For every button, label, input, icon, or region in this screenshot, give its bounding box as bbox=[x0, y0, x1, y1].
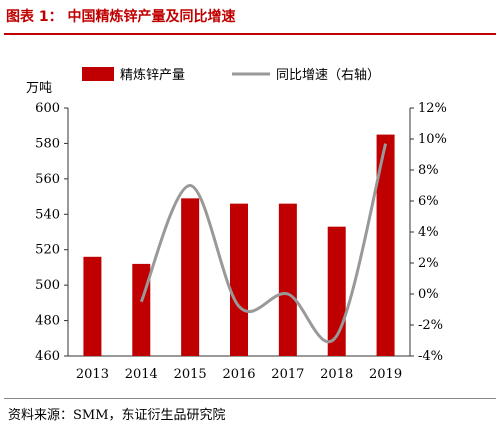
y2-tick-label: 6% bbox=[418, 194, 439, 209]
bar bbox=[132, 263, 151, 356]
y-axis-unit: 万吨 bbox=[26, 81, 52, 96]
y2-tick-label: 10% bbox=[418, 132, 447, 147]
bar bbox=[376, 134, 395, 356]
source-note: 资料来源：SMM，东证衍生品研究院 bbox=[8, 408, 226, 423]
y2-tick-label: -2% bbox=[418, 318, 443, 333]
x-tick-label: 2017 bbox=[271, 367, 304, 382]
bar bbox=[83, 256, 102, 356]
legend-label-growth: 同比增速（右轴） bbox=[276, 68, 380, 83]
bar bbox=[230, 203, 248, 356]
y2-tick-label: 0% bbox=[418, 287, 439, 302]
y2-tick-label: 4% bbox=[418, 225, 439, 240]
y-tick-label: 540 bbox=[35, 207, 60, 222]
chart-title: 图表 1： 中国精炼锌产量及同比增速 bbox=[6, 9, 236, 25]
y-tick-label: 460 bbox=[35, 349, 60, 364]
x-tick-label: 2018 bbox=[320, 367, 353, 382]
y-tick-label: 580 bbox=[35, 136, 60, 151]
x-tick-label: 2015 bbox=[174, 367, 207, 382]
y2-tick-label: -4% bbox=[418, 349, 443, 364]
title-divider bbox=[4, 33, 496, 35]
growth-line bbox=[139, 143, 388, 344]
legend-label-production: 精炼锌产量 bbox=[120, 68, 185, 83]
y-tick-label: 600 bbox=[35, 101, 60, 116]
y2-tick-label: 2% bbox=[418, 256, 439, 271]
x-tick-label: 2014 bbox=[125, 367, 158, 382]
x-tick-label: 2019 bbox=[369, 367, 402, 382]
y-tick-label: 480 bbox=[35, 314, 60, 329]
x-tick-label: 2013 bbox=[76, 367, 109, 382]
bar bbox=[278, 203, 297, 356]
y-tick-label: 520 bbox=[35, 243, 60, 258]
y-tick-label: 500 bbox=[35, 278, 60, 293]
source-divider bbox=[4, 398, 496, 399]
y2-tick-label: 8% bbox=[418, 163, 439, 178]
x-tick-label: 2016 bbox=[222, 367, 255, 382]
y-tick-label: 560 bbox=[35, 172, 60, 187]
legend-swatch-bar bbox=[82, 67, 114, 81]
y2-tick-label: 12% bbox=[418, 101, 447, 116]
bar bbox=[181, 198, 200, 356]
